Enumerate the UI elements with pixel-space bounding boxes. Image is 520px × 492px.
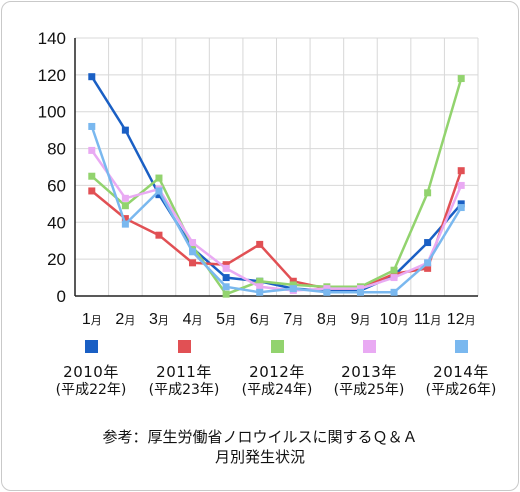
legend-swatch <box>177 340 191 353</box>
x-tick-label: 10月 <box>380 311 409 328</box>
data-point-5 <box>356 288 364 296</box>
x-tick-label: 4月 <box>183 311 203 328</box>
data-point-3 <box>256 277 264 285</box>
y-tick-label: 80 <box>47 140 66 159</box>
data-point-4 <box>390 274 398 282</box>
y-tick-label: 140 <box>38 29 66 48</box>
data-point-3 <box>222 290 230 298</box>
data-point-3 <box>121 202 129 210</box>
caption-source: 参考：厚生労働省ノロウイルスに関するＱ＆Ａ <box>102 428 418 446</box>
data-point-2 <box>189 259 197 267</box>
y-tick-label: 40 <box>47 213 66 232</box>
data-point-2 <box>289 277 297 285</box>
legend-era-label: (平成25年) <box>333 382 405 398</box>
data-point-5 <box>121 220 129 228</box>
data-point-1 <box>222 274 230 282</box>
legend-item: 2014年 (平成26年) <box>412 340 510 399</box>
data-point-3 <box>88 172 96 180</box>
data-point-5 <box>457 204 465 212</box>
series-line-3 <box>90 78 463 296</box>
data-point-4 <box>323 285 331 293</box>
x-tick-label: 8月 <box>317 311 337 328</box>
legend-item: 2011年 (平成23年) <box>135 340 233 399</box>
data-point-3 <box>155 174 163 182</box>
series-line-4 <box>90 149 463 292</box>
data-point-1 <box>424 239 432 247</box>
data-point-4 <box>222 264 230 272</box>
data-point-3 <box>424 189 432 197</box>
y-tick-label: 120 <box>38 66 66 85</box>
legend-year-label: 2013年 <box>341 363 397 381</box>
legend-era-label: (平成24年) <box>241 382 313 398</box>
data-point-4 <box>356 285 364 293</box>
line-chart: 0 20 40 60 80 100 120 140 1月 2月 3月 4月 5月 6月 7月 8月 9月 10月 1… <box>38 29 479 328</box>
legend-swatch <box>84 340 98 353</box>
legend-era-label: (平成23年) <box>148 382 220 398</box>
data-point-4 <box>88 146 96 154</box>
legend-era-label: (平成26年) <box>425 382 497 398</box>
legend-year-label: 2014年 <box>433 363 489 381</box>
x-tick-label: 7月 <box>283 311 303 328</box>
data-point-2 <box>256 240 264 248</box>
data-point-2 <box>88 187 96 195</box>
data-point-1 <box>155 191 163 199</box>
data-point-2 <box>390 270 398 278</box>
x-tick-label: 5月 <box>216 311 236 328</box>
data-point-2 <box>424 264 432 272</box>
data-point-5 <box>323 288 331 296</box>
data-point-3 <box>390 266 398 274</box>
x-tick-label: 3月 <box>149 311 169 328</box>
x-tick-label: 9月 <box>351 311 371 328</box>
data-point-5 <box>88 122 96 130</box>
y-tick-label: 20 <box>47 250 66 269</box>
caption-title: 月別発生状況 <box>214 448 305 466</box>
data-point-1 <box>121 126 129 134</box>
legend-swatch <box>454 340 468 353</box>
data-point-5 <box>424 259 432 267</box>
x-tick-label: 2月 <box>115 311 135 328</box>
legend-year-label: 2012年 <box>249 363 305 381</box>
data-point-1 <box>88 73 96 81</box>
legend-item: 2010年 (平成22年) <box>42 340 140 399</box>
data-point-2 <box>457 167 465 175</box>
x-tick-label: 11月 <box>414 311 442 328</box>
data-point-4 <box>256 283 264 291</box>
data-point-5 <box>390 288 398 296</box>
legend-item: 2013年 (平成25年) <box>320 340 418 399</box>
legend-swatch <box>270 340 284 353</box>
x-tick-label: 12月 <box>447 311 476 328</box>
legend-year-label: 2011年 <box>156 363 212 381</box>
legend-year-label: 2010年 <box>63 363 119 381</box>
x-tick-label: 6月 <box>250 311 270 328</box>
data-point-2 <box>222 261 230 269</box>
y-tick-label: 60 <box>47 176 66 195</box>
data-point-5 <box>189 248 197 256</box>
data-point-3 <box>457 75 465 83</box>
data-point-2 <box>155 231 163 239</box>
data-point-4 <box>121 194 129 202</box>
data-point-3 <box>189 242 197 250</box>
series-line-5 <box>90 126 463 294</box>
data-point-5 <box>289 285 297 293</box>
data-point-5 <box>155 187 163 195</box>
data-point-4 <box>457 181 465 189</box>
x-tick-label: 1月 <box>82 311 102 328</box>
legend-item: 2012年 (平成24年) <box>228 340 326 399</box>
y-tick-label: 100 <box>38 103 66 122</box>
y-tick-label: 0 <box>57 287 66 306</box>
legend-swatch <box>362 340 376 353</box>
data-point-5 <box>256 288 264 296</box>
data-point-2 <box>121 215 129 223</box>
series-line-2 <box>91 170 463 290</box>
data-point-4 <box>189 239 197 247</box>
legend-era-label: (平成22年) <box>55 382 127 398</box>
data-point-1 <box>457 200 465 208</box>
data-point-3 <box>289 281 297 289</box>
data-point-5 <box>222 283 230 291</box>
